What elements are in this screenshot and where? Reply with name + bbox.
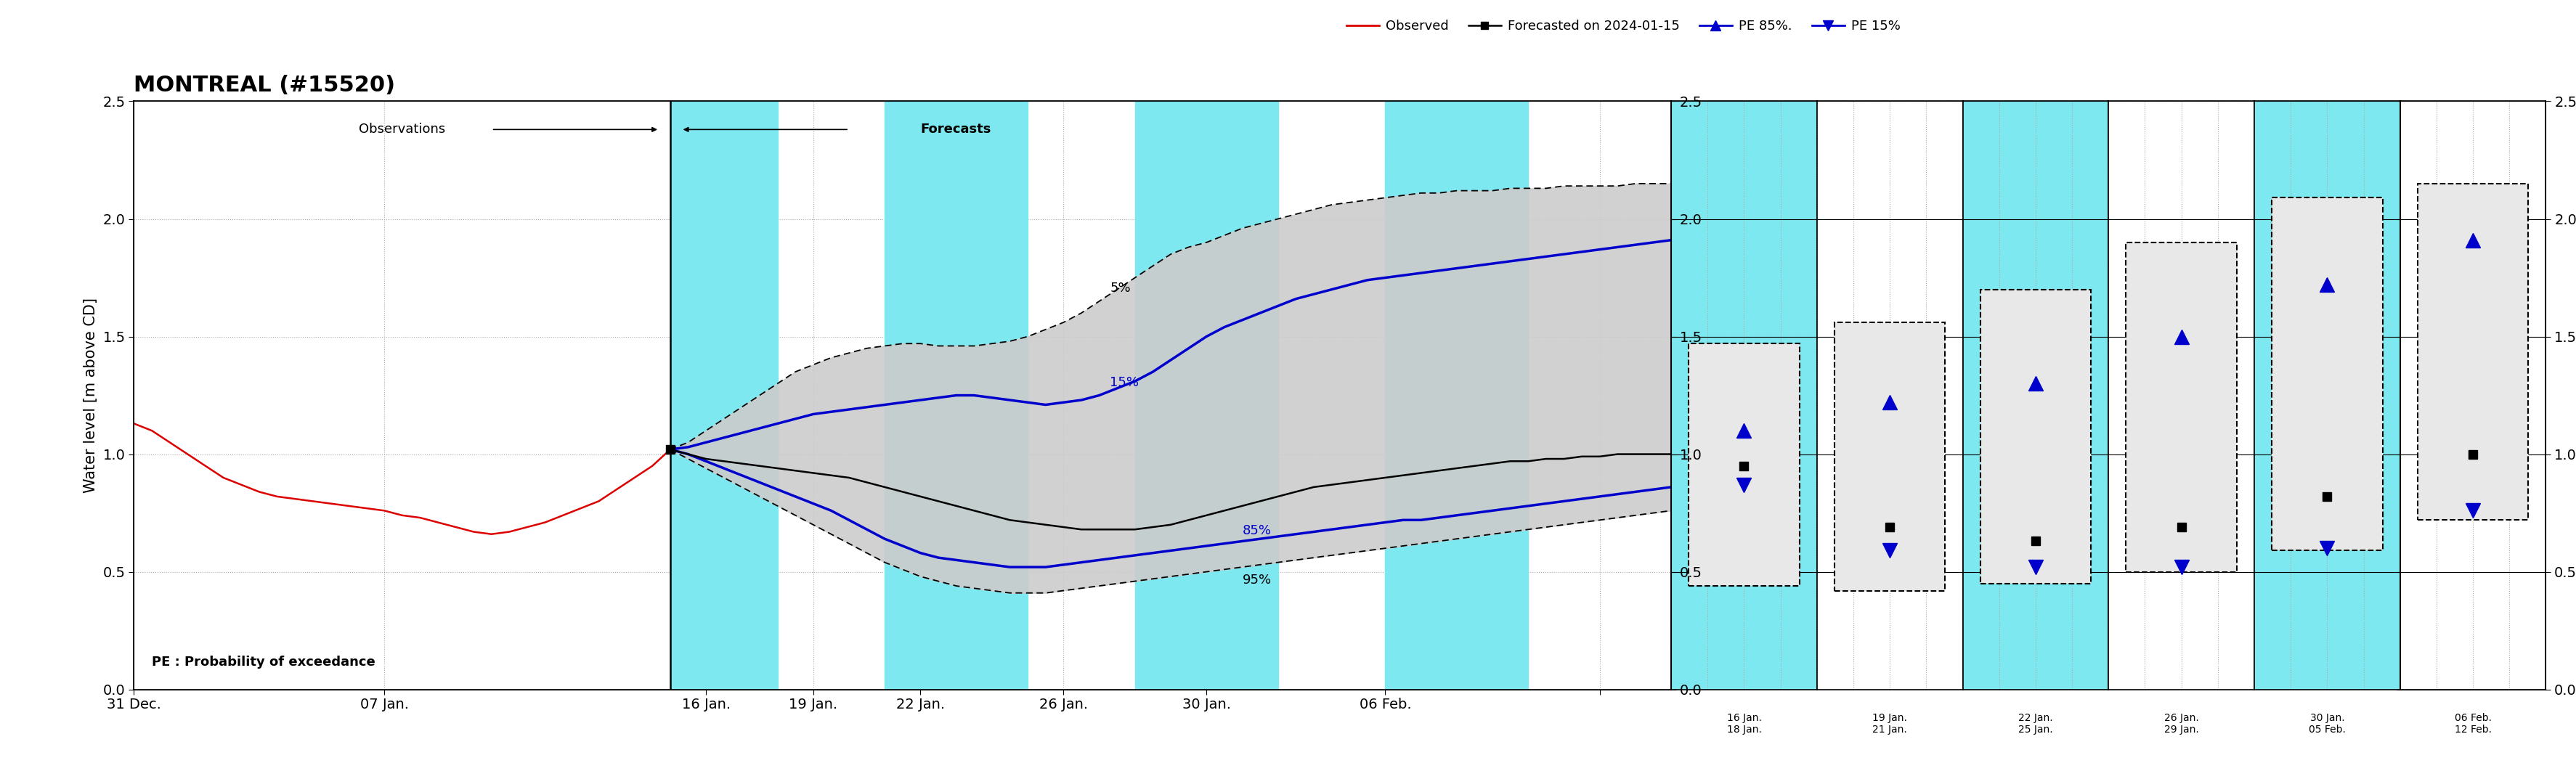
Text: 30 Jan.
05 Feb.: 30 Jan. 05 Feb.: [2308, 713, 2344, 735]
Text: 15%: 15%: [1110, 375, 1139, 389]
Text: Forecasts: Forecasts: [920, 123, 992, 136]
Bar: [1133, 101, 1278, 689]
Bar: [1981, 290, 2089, 583]
Text: 22 Jan.
25 Jan.: 22 Jan. 25 Jan.: [2017, 713, 2053, 735]
Text: Observations: Observations: [358, 123, 446, 136]
Bar: [1386, 101, 1528, 689]
Bar: [1834, 323, 1945, 590]
Bar: [2416, 184, 2527, 520]
Text: 95%: 95%: [1242, 573, 1270, 587]
Text: 26 Jan.
29 Jan.: 26 Jan. 29 Jan.: [2164, 713, 2197, 735]
Bar: [1687, 344, 1798, 586]
Text: MONTREAL (#15520): MONTREAL (#15520): [134, 75, 397, 96]
Text: 5%: 5%: [1110, 282, 1131, 294]
Text: 16 Jan.
18 Jan.: 16 Jan. 18 Jan.: [1726, 713, 1762, 735]
Y-axis label: Water level [m above CD]: Water level [m above CD]: [82, 298, 98, 493]
Bar: [670, 101, 778, 689]
Bar: [2272, 198, 2383, 551]
Text: 85%: 85%: [1242, 524, 1270, 537]
Text: PE : Probability of exceedance: PE : Probability of exceedance: [152, 656, 376, 669]
Bar: [884, 101, 1028, 689]
Legend: Observed, Forecasted on 2024-01-15, PE 85%., PE 15%: Observed, Forecasted on 2024-01-15, PE 8…: [1340, 14, 1906, 38]
Text: 06 Feb.
12 Feb.: 06 Feb. 12 Feb.: [2455, 713, 2491, 735]
Bar: [2125, 242, 2236, 572]
Text: 19 Jan.
21 Jan.: 19 Jan. 21 Jan.: [1873, 713, 1906, 735]
